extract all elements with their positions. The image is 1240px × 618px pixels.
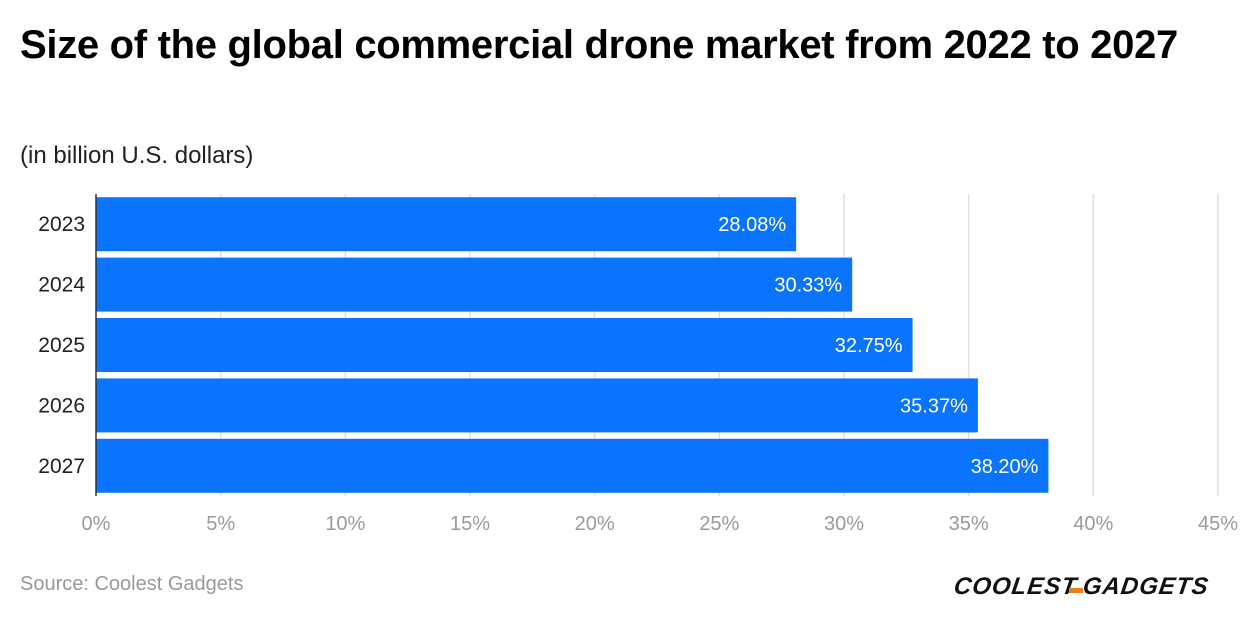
- bar: [96, 197, 797, 252]
- bar: [96, 257, 853, 312]
- source-note: Source: Coolest Gadgets: [20, 573, 244, 595]
- category-labels: 2023 2024 2025 2026 2027: [38, 213, 85, 478]
- bar: [96, 318, 913, 372]
- bar-value-label: 30.33%: [774, 275, 842, 297]
- category-label: 2027: [38, 455, 85, 478]
- bar-value-label: 38.20%: [971, 456, 1039, 478]
- brand-logo: COOLEST GADGETS: [952, 566, 1220, 611]
- svg-text:GADGETS: GADGETS: [1081, 573, 1210, 600]
- bars: [96, 197, 1049, 493]
- category-label: 2025: [38, 334, 85, 357]
- x-tick-label: 45%: [1198, 513, 1238, 535]
- bar-value-label: 35.37%: [900, 395, 968, 417]
- x-tick-label: 5%: [206, 513, 235, 535]
- x-tick-label: 30%: [824, 513, 864, 535]
- bar-labels: 28.08% 30.33% 32.75% 35.37% 38.20%: [718, 214, 1038, 478]
- x-tick-label: 35%: [949, 513, 989, 535]
- x-tick-label: 10%: [325, 513, 365, 535]
- svg-text:COOLEST: COOLEST: [955, 573, 1080, 600]
- x-tick-label: 0%: [82, 513, 111, 535]
- x-tick-label: 25%: [699, 513, 739, 535]
- bar: [96, 378, 978, 433]
- bar-value-label: 28.08%: [718, 214, 786, 236]
- x-tick-label: 20%: [575, 513, 615, 535]
- x-tick-label: 40%: [1073, 513, 1113, 535]
- category-label: 2024: [38, 274, 85, 297]
- category-label: 2026: [38, 394, 85, 417]
- x-tick-label: 15%: [450, 513, 490, 535]
- category-label: 2023: [38, 213, 85, 236]
- bar: [96, 438, 1049, 493]
- chart-subtitle: (in billion U.S. dollars): [20, 142, 254, 169]
- bar-value-label: 32.75%: [835, 335, 903, 357]
- x-tick-labels: 0% 5% 10% 15% 20% 25% 30% 35% 40% 45%: [82, 513, 1239, 535]
- chart-title: Size of the global commercial drone mark…: [20, 23, 1178, 67]
